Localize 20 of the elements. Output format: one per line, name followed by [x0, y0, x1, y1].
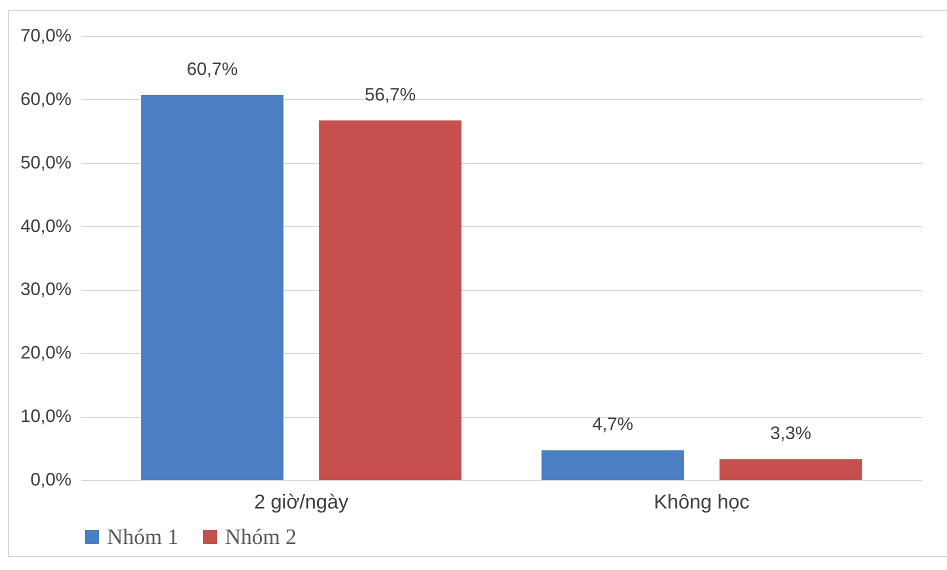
y-tick-label: 20,0%	[20, 342, 72, 363]
y-tick-label: 10,0%	[20, 406, 72, 426]
y-tick-label: 60,0%	[20, 88, 72, 109]
y-tick-label: 50,0%	[20, 152, 72, 172]
x-tick-label: 2 giờ/ngày	[254, 492, 348, 514]
data-label: 3,3%	[770, 423, 812, 444]
y-tick-label: 70,0%	[20, 26, 72, 46]
data-label: 56,7%	[364, 84, 416, 104]
data-label: 60,7%	[186, 58, 238, 79]
legend-label: Nhóm 2	[225, 524, 296, 549]
bar	[720, 459, 862, 480]
data-label: 4,7%	[592, 414, 634, 434]
bar	[542, 450, 684, 480]
y-tick-label: 40,0%	[20, 216, 72, 236]
y-tick-label: 30,0%	[20, 279, 72, 300]
bar	[319, 120, 462, 480]
bar	[141, 94, 284, 480]
x-tick-label: Không học	[654, 492, 750, 514]
y-tick-label: 0,0%	[30, 470, 72, 490]
legend-label: Nhóm 1	[107, 524, 178, 549]
